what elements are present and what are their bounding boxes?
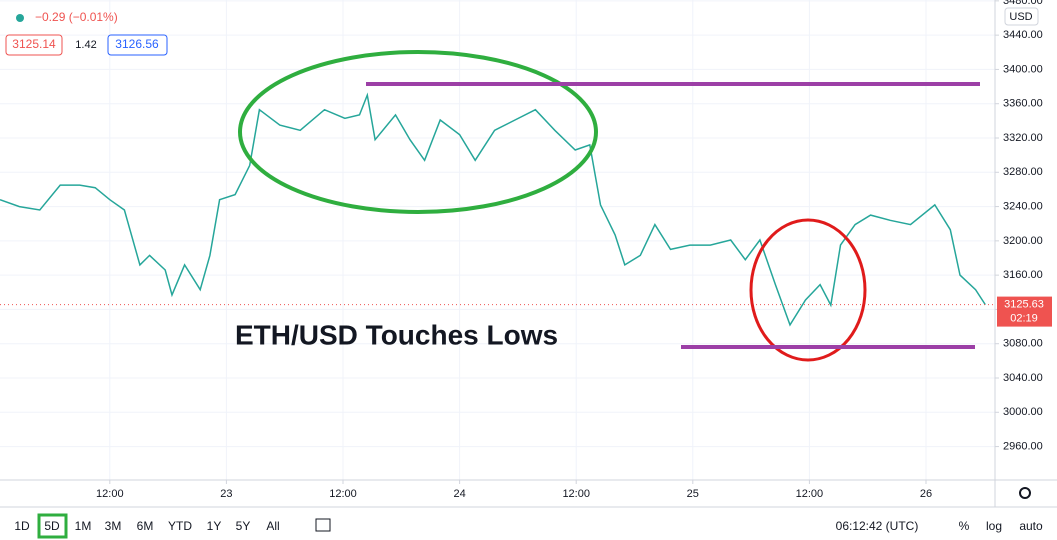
- range-button[interactable]: 6M: [137, 519, 154, 533]
- status-dot: [16, 14, 24, 22]
- y-tick-label: 3200.00: [1003, 235, 1043, 247]
- x-tick-label: 24: [453, 488, 465, 500]
- y-tick-label: 3440.00: [1003, 29, 1043, 41]
- currency-box[interactable]: [1004, 7, 1039, 26]
- y-tick-label: 3360.00: [1003, 98, 1043, 110]
- y-tick-label: 3160.00: [1003, 269, 1043, 281]
- range-button[interactable]: 3M: [105, 519, 122, 533]
- y-tick-label: 3040.00: [1003, 372, 1043, 384]
- y-tick-label: 3320.00: [1003, 132, 1043, 144]
- marks: [0, 92, 995, 327]
- x-tick-label: 23: [220, 488, 232, 500]
- axis-option[interactable]: log: [986, 519, 1002, 533]
- x-tick-label: 12:00: [796, 488, 824, 500]
- last-price-label: 3125.63: [1004, 299, 1044, 311]
- settings-icon[interactable]: [1019, 487, 1031, 499]
- y-tick-label: 3240.00: [1003, 200, 1043, 212]
- spread: 1.42: [75, 39, 96, 51]
- ask-box[interactable]: [107, 34, 168, 56]
- axis-option[interactable]: auto: [1019, 519, 1043, 533]
- grid: [0, 0, 995, 480]
- range-button[interactable]: YTD: [168, 519, 192, 533]
- range-button[interactable]: 1M: [75, 519, 92, 533]
- y-tick-label: 3080.00: [1003, 338, 1043, 350]
- y-tick-label: 2960.00: [1003, 440, 1043, 452]
- bid-box[interactable]: [5, 34, 63, 56]
- x-tick-label: 26: [920, 488, 932, 500]
- range-button[interactable]: 5D: [44, 519, 60, 533]
- countdown: 02:19: [1010, 313, 1038, 325]
- low-ellipse: [749, 218, 867, 362]
- y-tick-label: 3400.00: [1003, 63, 1043, 75]
- change: −0.29 (−0.01%): [35, 10, 118, 24]
- x-tick-label: 25: [687, 488, 699, 500]
- toolbar: 1D 5D 1M 3M 6M YTD 1Y 5Y All 06:12:42 (UTC)% log au…: [14, 513, 1043, 539]
- range-button[interactable]: 1D: [14, 519, 30, 533]
- axis-option[interactable]: %: [959, 519, 970, 533]
- range-selected: [37, 513, 68, 539]
- range-button[interactable]: All: [266, 519, 279, 533]
- currency: USD: [1009, 11, 1032, 23]
- price-line: [0, 92, 986, 327]
- bid: 3125.14: [12, 37, 56, 51]
- x-tick-label: 12:00: [562, 488, 590, 500]
- range-button[interactable]: 5Y: [236, 519, 251, 533]
- range-button[interactable]: 1Y: [207, 519, 222, 533]
- last-price-box: [997, 296, 1052, 327]
- ask: 3126.56: [115, 37, 159, 51]
- y-tick-label: 3000.00: [1003, 406, 1043, 418]
- y-tick-label: 3280.00: [1003, 166, 1043, 178]
- clock: 06:12:42 (UTC): [836, 519, 919, 533]
- range-ellipse: [238, 50, 598, 214]
- x-tick-label: 12:00: [96, 488, 124, 500]
- x-tick-label: 12:00: [329, 488, 357, 500]
- y-tick-label: 3480.00: [1003, 0, 1043, 7]
- compare-icon[interactable]: [315, 518, 331, 532]
- chart-title: ETH/USD Touches Lows: [235, 319, 558, 350]
